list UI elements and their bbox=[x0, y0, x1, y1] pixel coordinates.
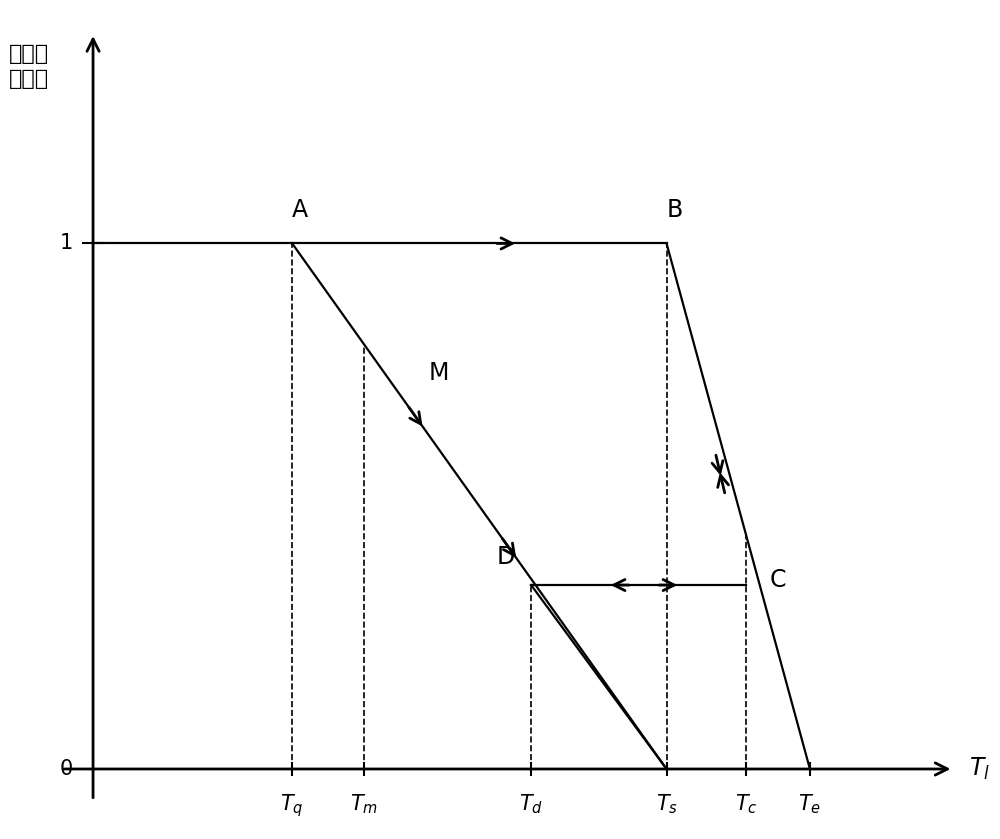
Text: B: B bbox=[666, 198, 683, 222]
Text: 0: 0 bbox=[60, 759, 73, 779]
Text: 1: 1 bbox=[60, 233, 73, 253]
Text: $T_{c}$: $T_{c}$ bbox=[735, 793, 757, 816]
Text: $T_l$: $T_l$ bbox=[969, 756, 990, 782]
Text: 扭矩输
出系数: 扭矩输 出系数 bbox=[9, 44, 49, 89]
Text: $T_{q}$: $T_{q}$ bbox=[280, 793, 304, 820]
Text: $T_{d}$: $T_{d}$ bbox=[519, 793, 543, 816]
Text: C: C bbox=[770, 568, 787, 591]
Text: D: D bbox=[497, 545, 515, 570]
Text: $T_{m}$: $T_{m}$ bbox=[350, 793, 378, 816]
Text: M: M bbox=[428, 362, 449, 385]
Text: $T_{s}$: $T_{s}$ bbox=[656, 793, 678, 816]
Text: $T_{e}$: $T_{e}$ bbox=[798, 793, 821, 816]
Text: A: A bbox=[292, 198, 308, 222]
